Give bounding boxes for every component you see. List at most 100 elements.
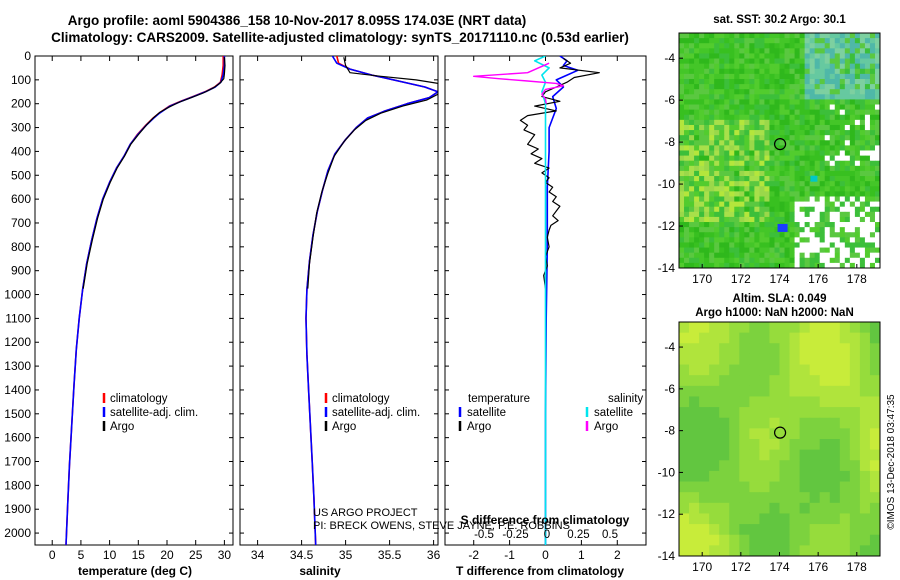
sst-map-cell xyxy=(694,227,700,233)
sst-map-cell xyxy=(854,216,861,223)
sst-map-cell xyxy=(804,38,811,44)
sst-map-cell xyxy=(814,262,821,269)
sla-map-cell xyxy=(769,375,780,387)
sst-map-cell xyxy=(794,186,801,192)
difference-xtick-label: 2 xyxy=(614,548,621,562)
sst-map-cell xyxy=(809,109,816,116)
sla-map-cell xyxy=(699,322,710,334)
sst-map-cell xyxy=(774,191,780,197)
sst-map-cell xyxy=(784,176,790,182)
sla-map-cell xyxy=(719,364,730,376)
sst-map-cell xyxy=(714,211,720,218)
sst-map-cell xyxy=(734,227,740,233)
sst-map-cell xyxy=(684,155,690,162)
sst-map-cell xyxy=(719,68,725,75)
sst-map-cell xyxy=(744,68,750,75)
sst-map-cell xyxy=(834,140,841,146)
sst-map-cell xyxy=(864,170,871,177)
sla-map-cell xyxy=(729,428,740,440)
sst-map-cell xyxy=(689,201,695,208)
sla-map-cell xyxy=(709,524,720,536)
sst-map-cell xyxy=(819,43,826,49)
sst-map-cell xyxy=(754,73,760,80)
sst-map-cell xyxy=(724,84,730,90)
sst-map-cell xyxy=(769,232,775,238)
sla-map-cell xyxy=(759,545,770,557)
sst-map-cell xyxy=(754,242,760,248)
sst-map-cell xyxy=(874,206,881,213)
sla-map-cell xyxy=(749,439,760,451)
sla-map-subtitle: Argo h1000: NaN h2000: NaN xyxy=(695,307,854,319)
sst-map-cell xyxy=(689,211,695,218)
sst-map-cell xyxy=(699,201,705,208)
sst-map-cell xyxy=(809,84,816,90)
sla-map-cell xyxy=(799,481,811,493)
sst-map-cell xyxy=(834,114,841,121)
sla-map-cell xyxy=(839,428,851,440)
sla-map-cell xyxy=(859,428,871,440)
sst-map-cell xyxy=(704,63,710,70)
sst-map-cells xyxy=(679,33,881,269)
sst-map-cell xyxy=(774,73,780,80)
sla-map-cell xyxy=(709,407,720,419)
sst-map-cell xyxy=(694,176,700,182)
sst-map-cell xyxy=(854,211,861,218)
sst-map-cell xyxy=(799,227,806,233)
sst-map-cell xyxy=(789,145,795,151)
sla-map-cell xyxy=(769,513,780,525)
sst-map-cell xyxy=(809,227,816,233)
sst-map-cell xyxy=(854,176,861,182)
sst-map-cell xyxy=(724,58,730,65)
sst-map-cell xyxy=(829,222,836,228)
sst-map-cell xyxy=(709,33,715,39)
sst-map-cell xyxy=(794,48,801,54)
sst-map-cell xyxy=(779,84,785,90)
sst-map-cell xyxy=(744,114,750,121)
sst-map-cell xyxy=(834,227,841,233)
sst-map-cell xyxy=(774,109,780,116)
sst-map-cell xyxy=(739,99,745,105)
sst-map-cell xyxy=(714,206,720,213)
sla-map-cell xyxy=(789,513,800,525)
sst-map-cell xyxy=(749,247,755,254)
sla-map-cell xyxy=(759,407,770,419)
sst-map-cell xyxy=(769,247,775,254)
sst-map-cell xyxy=(809,99,816,105)
sst-map-cell xyxy=(724,165,730,172)
sst-map-cell xyxy=(744,176,750,182)
sst-map-cell xyxy=(834,237,841,243)
sla-map-cell xyxy=(689,545,700,557)
sst-map-cell xyxy=(849,53,856,59)
sst-map-xtick-label: 174 xyxy=(769,272,789,286)
sst-map-cell xyxy=(734,262,740,269)
sst-map-cell xyxy=(709,227,715,233)
sst-map-cell xyxy=(819,170,826,177)
temperature-series-argo xyxy=(82,57,226,289)
sla-map-cell xyxy=(869,375,881,387)
sst-map-cell xyxy=(719,63,725,70)
sst-map-cell xyxy=(799,211,806,218)
sst-map-cell xyxy=(834,104,841,111)
sst-map-cell xyxy=(784,252,790,259)
sst-map-cell xyxy=(789,43,795,49)
sla-map-cell xyxy=(699,428,710,440)
sst-map-cell xyxy=(754,130,760,136)
sst-map-cell xyxy=(699,114,705,121)
sst-map-cell xyxy=(834,84,841,90)
sla-map-cell xyxy=(789,502,800,514)
sla-map-cell xyxy=(699,343,710,355)
sst-map-cell xyxy=(774,124,780,131)
sst-map-cell xyxy=(799,124,806,131)
sst-map-cell xyxy=(744,94,750,100)
sst-map-cell xyxy=(779,58,785,65)
sla-map-cell xyxy=(749,396,760,408)
sst-map-cell xyxy=(839,257,846,264)
sst-map-cell xyxy=(769,119,775,126)
sst-map-cell xyxy=(739,145,745,151)
sst-map-cell xyxy=(804,33,811,39)
sst-map-cell xyxy=(774,84,780,90)
sst-map-cell xyxy=(849,222,856,228)
sst-map-cell xyxy=(789,170,795,177)
sla-map-cell xyxy=(759,417,770,429)
